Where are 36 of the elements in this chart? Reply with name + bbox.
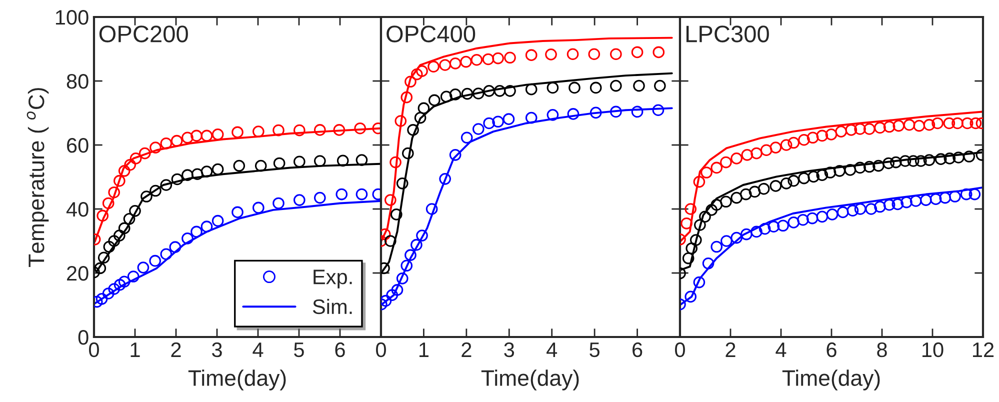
x-tick-label: 2 <box>462 342 472 357</box>
y-axis-title: Temperature ( $^{o}$C) <box>26 88 49 267</box>
y-tick-label: 100 <box>56 10 88 25</box>
chart-title: LPC300 <box>686 26 769 42</box>
y-tick-label: 20 <box>67 266 88 281</box>
x-axis-title: Time(day) <box>188 370 286 390</box>
x-tick-label: 10 <box>922 342 944 358</box>
x-tick-label: 0 <box>89 342 99 358</box>
y-tick-label: 40 <box>66 202 88 217</box>
x-tick-label: 12 <box>973 342 994 357</box>
y-tick-label: 0 <box>78 330 88 345</box>
x-tick-label: 1 <box>130 342 140 357</box>
x-tick-label: 6 <box>335 342 345 358</box>
x-tick-label: 0 <box>376 342 386 358</box>
chart-title: OPC200 <box>99 26 188 42</box>
x-axis-title: Time(day) <box>481 370 579 390</box>
x-tick-label: 5 <box>294 342 304 358</box>
x-tick-label: 4 <box>776 342 786 357</box>
x-tick-label: 6 <box>632 342 642 358</box>
x-tick-label: 8 <box>877 342 887 358</box>
legend-label: Sim. <box>312 298 352 314</box>
x-tick-label: 3 <box>212 342 222 358</box>
chart-title: OPC400 <box>386 26 476 42</box>
x-tick-label: 1 <box>420 342 428 357</box>
x-tick-label: 4 <box>546 342 558 357</box>
y-tick-label: 80 <box>66 74 88 89</box>
y-tick-label: 60 <box>67 138 88 153</box>
x-tick-label: 4 <box>252 342 264 357</box>
legend-label: Exp. <box>314 270 352 288</box>
x-tick-label: 3 <box>504 342 514 358</box>
x-tick-label: 6 <box>826 342 836 358</box>
x-axis-title: Time(day) <box>782 370 880 390</box>
x-tick-label: 0 <box>675 342 685 358</box>
x-tick-label: 2 <box>726 342 736 357</box>
x-tick-label: 2 <box>171 342 181 357</box>
x-tick-label: 5 <box>590 342 600 358</box>
